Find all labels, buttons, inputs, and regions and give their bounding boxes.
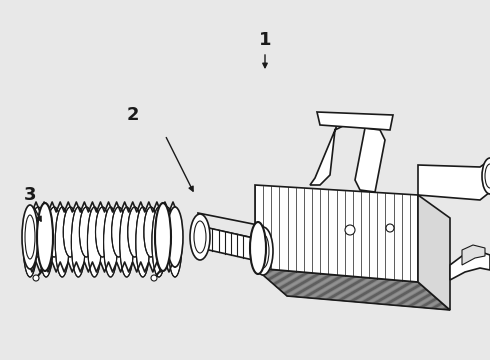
Polygon shape (310, 118, 345, 185)
Polygon shape (255, 268, 450, 310)
Text: 1: 1 (259, 31, 271, 49)
Ellipse shape (39, 207, 53, 277)
Text: 2: 2 (127, 106, 139, 124)
Ellipse shape (136, 207, 150, 277)
Polygon shape (30, 202, 175, 272)
Ellipse shape (96, 207, 109, 257)
Ellipse shape (120, 207, 134, 277)
Ellipse shape (253, 227, 273, 275)
Ellipse shape (168, 207, 182, 277)
Ellipse shape (152, 207, 166, 277)
Ellipse shape (160, 207, 174, 257)
Ellipse shape (47, 207, 61, 257)
Text: 3: 3 (24, 186, 36, 204)
Ellipse shape (250, 222, 266, 274)
Ellipse shape (482, 158, 490, 194)
Ellipse shape (33, 275, 39, 281)
Ellipse shape (128, 207, 142, 257)
Ellipse shape (112, 207, 125, 257)
Ellipse shape (25, 215, 35, 259)
Ellipse shape (386, 224, 394, 232)
Ellipse shape (72, 207, 85, 277)
Ellipse shape (23, 207, 37, 277)
Polygon shape (355, 128, 385, 192)
Ellipse shape (345, 225, 355, 235)
Ellipse shape (37, 203, 53, 271)
Ellipse shape (194, 221, 206, 253)
Ellipse shape (63, 207, 77, 257)
Polygon shape (255, 185, 418, 282)
Ellipse shape (144, 207, 158, 257)
Ellipse shape (485, 164, 490, 188)
Polygon shape (418, 160, 490, 200)
Polygon shape (317, 112, 393, 130)
Ellipse shape (55, 207, 69, 277)
Polygon shape (200, 226, 262, 262)
Ellipse shape (87, 207, 101, 277)
Ellipse shape (79, 207, 94, 257)
Ellipse shape (151, 275, 157, 281)
Ellipse shape (190, 214, 210, 260)
Ellipse shape (167, 207, 183, 267)
Ellipse shape (155, 203, 171, 271)
Polygon shape (462, 245, 485, 265)
Polygon shape (450, 250, 490, 280)
Ellipse shape (257, 234, 269, 268)
Ellipse shape (31, 207, 45, 257)
Ellipse shape (103, 207, 118, 277)
Ellipse shape (22, 205, 38, 269)
Polygon shape (198, 213, 263, 240)
Polygon shape (418, 195, 450, 310)
